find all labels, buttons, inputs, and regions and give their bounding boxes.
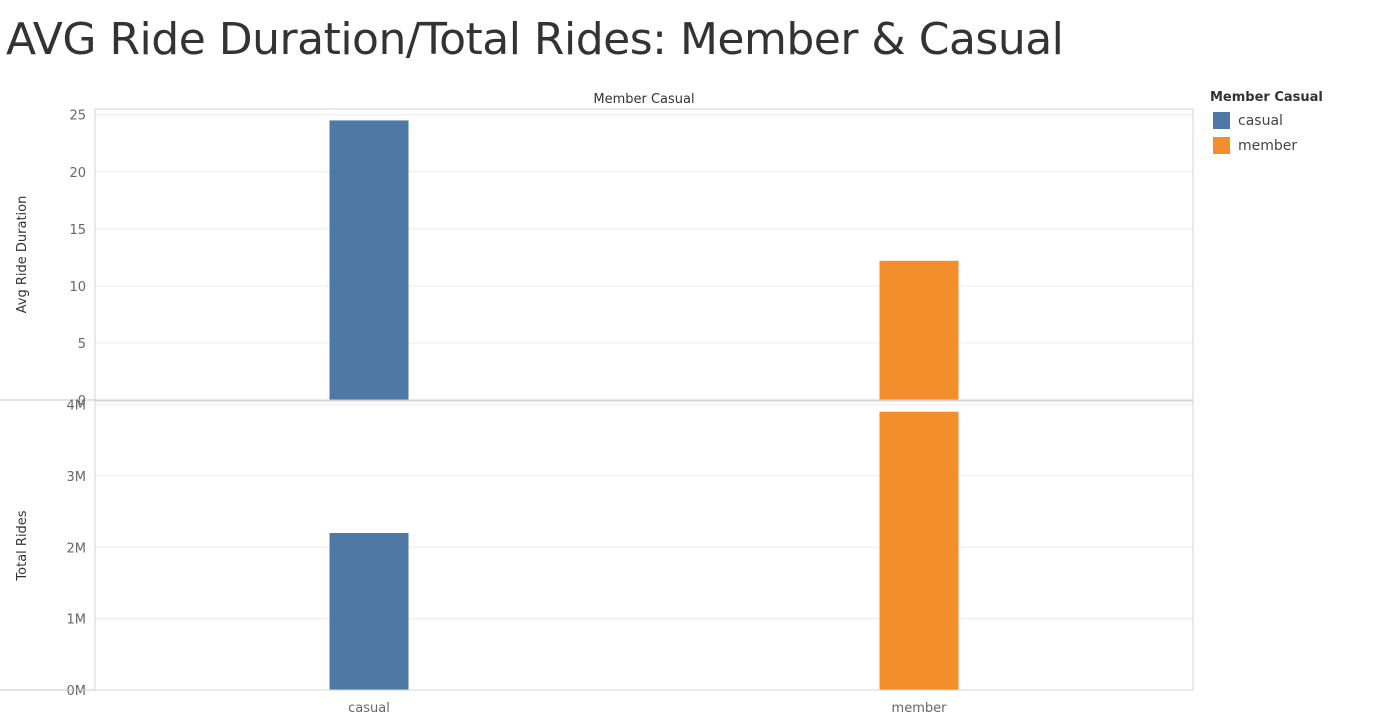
legend-swatch-member <box>1213 137 1230 154</box>
x-tick-label-casual: casual <box>348 701 390 716</box>
y-axis-title-avg: Avg Ride Duration <box>15 196 30 314</box>
legend-swatch-casual <box>1213 112 1230 129</box>
y-tick-label-total-2: 2M <box>67 541 87 556</box>
y-tick-label-total-1: 1M <box>67 613 87 628</box>
bar-total-member <box>879 411 959 690</box>
y-tick-label-avg-3: 15 <box>69 223 86 238</box>
legend-item-casual[interactable]: casual <box>1210 108 1323 133</box>
y-tick-label-avg-1: 5 <box>78 337 86 352</box>
y-tick-label-total-4: 4M <box>67 399 87 414</box>
bar-avg-member <box>879 260 959 400</box>
y-tick-label-avg-2: 10 <box>69 280 86 295</box>
y-tick-label-avg-0: 0 <box>78 394 86 409</box>
legend-label-casual: casual <box>1238 112 1283 129</box>
chart-title: AVG Ride Duration/Total Rides: Member & … <box>6 14 1064 65</box>
x-tick-label-member: member <box>892 701 948 716</box>
legend-item-member[interactable]: member <box>1210 133 1323 158</box>
y-tick-label-avg-4: 20 <box>69 166 86 181</box>
y-axis-title-total: Total Rides <box>15 510 30 581</box>
y-tick-label-total-0: 0M <box>67 684 87 699</box>
panel-border-avg <box>94 108 1194 401</box>
legend-label-member: member <box>1238 137 1298 154</box>
y-tick-label-total-3: 3M <box>67 470 87 485</box>
chart-area: Member Casual 0 5 10 15 20 25 Avg Ride Duration… <box>0 92 1194 716</box>
panel-border-total <box>94 400 1194 691</box>
column-header: Member Casual <box>593 92 694 107</box>
legend: Member Casual casual member <box>1210 90 1323 158</box>
bar-avg-casual <box>329 120 409 400</box>
y-tick-label-avg-5: 25 <box>69 109 86 124</box>
bar-total-casual <box>329 533 409 690</box>
legend-title: Member Casual <box>1210 90 1323 105</box>
